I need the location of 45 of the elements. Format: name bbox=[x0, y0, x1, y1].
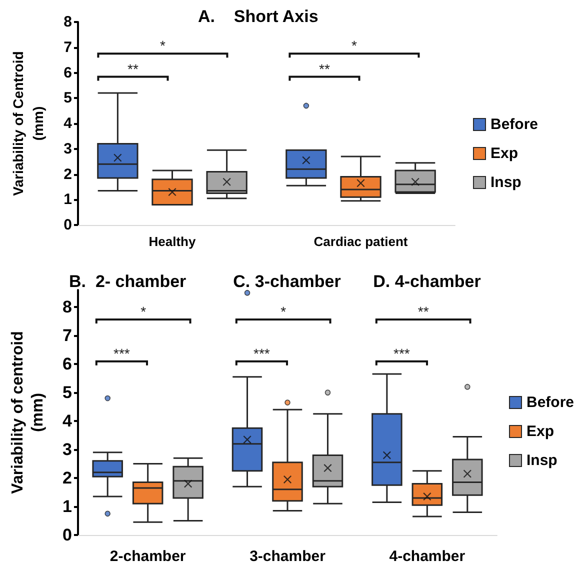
legend-label: Before bbox=[526, 394, 574, 411]
y-tick-label: 3 bbox=[64, 140, 72, 158]
y-axis-title: Variability of centroid (mm) bbox=[10, 331, 46, 494]
legend-label: Before bbox=[490, 116, 538, 133]
y-tick-label: 0 bbox=[62, 526, 72, 544]
x-tick-label: Cardiac patient bbox=[314, 234, 408, 249]
x-tick-label: Healthy bbox=[148, 234, 196, 249]
annotation: D. 4-chamber bbox=[373, 272, 482, 291]
annotation: * bbox=[351, 38, 358, 54]
annotation: *** bbox=[114, 345, 130, 362]
legend-label: Insp bbox=[526, 452, 558, 469]
y-tick-label: 4 bbox=[64, 115, 73, 132]
y-tick-label: 1 bbox=[62, 497, 72, 516]
y-tick-label: 1 bbox=[64, 191, 72, 208]
y-tick-label: 5 bbox=[64, 90, 72, 107]
y-tick-label: 3 bbox=[62, 440, 72, 460]
annotation: *** bbox=[394, 345, 410, 362]
chart-title: B. 2- chamber bbox=[69, 272, 187, 291]
y-tick-label: 7 bbox=[62, 326, 72, 346]
y-tick-label: 2 bbox=[64, 166, 72, 183]
y-axis-title: Variability of Centroid (mm) bbox=[10, 51, 46, 196]
chart-title: A. Short Axis bbox=[198, 7, 318, 26]
y-tick-label: 5 bbox=[62, 383, 72, 402]
annotation: *** bbox=[254, 345, 270, 362]
y-tick-label: 7 bbox=[64, 38, 72, 56]
y-tick-label: 0 bbox=[64, 216, 72, 234]
x-tick-label: 3-chamber bbox=[250, 548, 326, 564]
legend-label: Exp bbox=[526, 423, 554, 440]
annotation: * bbox=[160, 38, 166, 54]
legend-label: Insp bbox=[490, 174, 522, 191]
annotation: * bbox=[140, 304, 147, 320]
y-tick-label: 2 bbox=[62, 468, 72, 488]
x-tick-label: 4-chamber bbox=[389, 548, 466, 564]
y-tick-label: 6 bbox=[62, 354, 72, 374]
annotation: * bbox=[280, 304, 287, 320]
y-tick-label: 8 bbox=[62, 298, 72, 317]
annotation: ** bbox=[128, 60, 139, 77]
y-tick-label: 4 bbox=[62, 412, 73, 431]
y-tick-label: 6 bbox=[64, 64, 72, 82]
x-tick-label: 2-chamber bbox=[110, 548, 186, 564]
annotation: ** bbox=[319, 60, 330, 77]
y-tick-label: 8 bbox=[64, 14, 72, 30]
annotation: ** bbox=[418, 304, 430, 320]
annotation: C. 3-chamber bbox=[233, 272, 342, 291]
legend-label: Exp bbox=[490, 145, 518, 162]
